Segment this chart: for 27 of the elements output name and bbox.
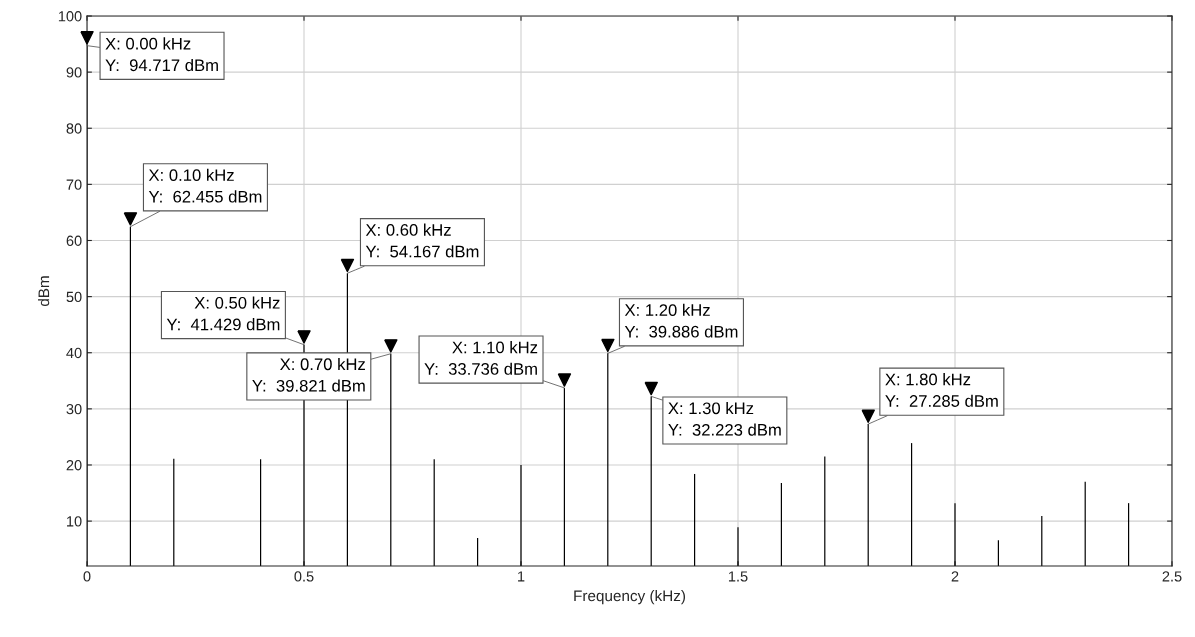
y-tick-label: 50 [66,291,82,303]
annotation: X: 0.00 kHz Y: 94.717 dBm [105,37,218,72]
annotation: X: 1.10 kHz Y: 33.736 dBm [424,341,538,375]
y-tick-label: 100 [58,11,82,22]
y-tick-label: 80 [66,123,82,134]
x-axis-title: Frequency (kHz) [574,590,686,605]
y-tick-label: 10 [67,516,82,527]
y-axis-title: dBm [38,276,50,307]
x-tick-label: 1 [518,571,525,582]
annotation: X: 0.10 kHz Y: 62.455 dBm [148,168,262,203]
y-tick-label: 90 [66,67,82,78]
annotation: X: 1.20 kHz Y: 39.886 dBm [624,303,738,338]
x-tick-label: 0.5 [294,571,314,582]
annotation: X: 1.80 kHz Y: 27.285 dBm [885,373,998,407]
x-tick-label: 2 [951,571,959,582]
annotation: X: 0.60 kHz Y: 54.167 dBm [365,223,479,258]
x-tick-label: 2.5 [1162,571,1182,582]
annotation: X: 0.50 kHz Y: 41.429 dBm [166,296,280,331]
y-tick-label: 60 [66,235,82,246]
y-tick-label: 30 [66,403,82,415]
y-tick-label: 70 [66,179,82,190]
annotation: X: 0.70 kHz Y: 39.821 dBm [252,357,365,392]
y-tick-label: 40 [66,347,82,359]
x-tick-label: 0 [83,571,91,582]
annotation: X: 1.30 kHz Y: 32.223 dBm [668,401,781,436]
y-tick-label: 20 [66,460,82,471]
x-tick-label: 1.5 [728,571,748,582]
